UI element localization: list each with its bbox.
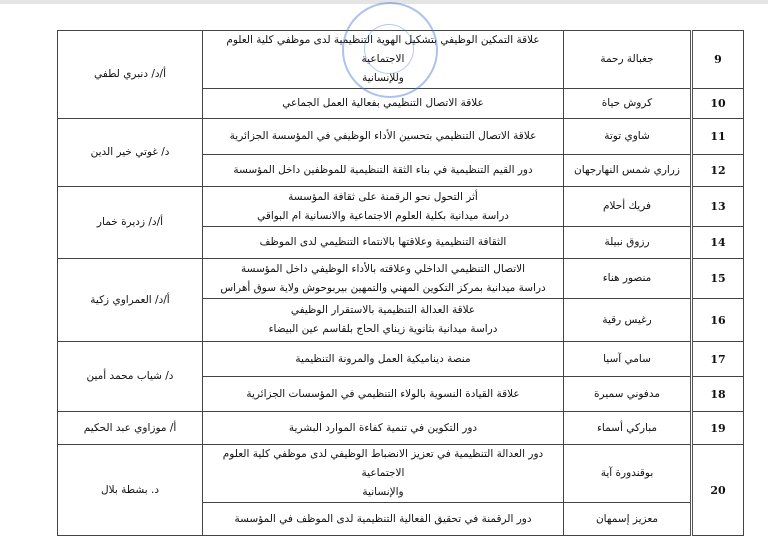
thesis-title: الاتصال التنظيمي الداخلي وعلاقته بالأداء… [202,258,564,299]
title-line: والإنسانية [362,486,404,498]
thesis-title: دور القيم التنظيمية في بناء الثقة التنظي… [202,154,564,187]
supervisor: أ/ موزاوي عبد الحكيم [57,411,203,445]
table-row: 15 منصور هناء الاتصال التنظيمي الداخلي و… [57,258,744,342]
table-row: 9 جغبالة رحمة علاقة التمكين الوظيفي بتشك… [57,30,744,119]
title-line: أثر التحول نحو الرقمنة على ثقافة المؤسسة [288,190,478,203]
supervisor: د/ غوتي خير الدين [57,118,203,187]
student-name: بوقندورة آية [563,444,692,503]
thesis-title: علاقة التمكين الوظيفي بتشكيل الهوية التن… [202,30,564,89]
row-number: 17 [690,341,744,377]
row-number: 11 [690,118,744,155]
supervisor: د/ شياب محمد أمين [57,341,203,412]
student-name: زراري شمس النهارجهان [563,154,692,187]
title-line: دراسة ميدانية بكلية العلوم الاجتماعية وا… [257,209,509,222]
thesis-title: دور الرقمنة في تحقيق الفعالية التنظيمية … [202,502,564,536]
row-number: 13 [690,186,744,227]
student-name: معزيز إسمهان [563,502,692,536]
table-row: 20 بوقندورة آية دور العدالة التنظيمية في… [57,444,744,536]
student-name: مباركي أسماء [563,411,692,445]
title-line: دور العدالة التنظيمية في تعزيز الانضباط … [222,448,544,479]
title-line: دراسة ميدانية بمركز التكوين المهني والتم… [220,281,546,294]
row-number: 9 [690,30,744,89]
student-name: رغيس رقية [563,298,692,342]
student-name: منصور هناء [563,258,692,299]
table-row: 12 زراري شمس النهارجهان دور القيم التنظي… [58,154,744,187]
table-row: 17 سامي آسيا منصة ديناميكية العمل والمرو… [57,341,744,412]
row-number: 20 [690,444,744,536]
supervisor: أ/د/ زديرة خمار [57,186,203,259]
thesis-title: علاقة العدالة التنظيمية بالاستقرار الوظي… [202,298,564,342]
table-row: معزيز إسمهان دور الرقمنة في تحقيق الفعال… [58,502,744,536]
table-row: 14 رزوق نبيلة الثقافة التنظيمية وعلاقتها… [58,226,744,259]
scan-edge [0,0,768,4]
thesis-title: دور التكوين في تنمية كفاءة الموارد البشر… [202,411,564,445]
table-row: 13 فريك أحلام أثر التحول نحو الرقمنة على… [57,186,744,259]
student-name: جغبالة رحمة [563,30,692,89]
title-line: علاقة التمكين الوظيفي بتشكيل الهوية التن… [226,34,540,65]
thesis-title: الثقافة التنظيمية وعلاقتها بالانتماء الت… [202,226,564,259]
student-name: كروش حياة [563,88,692,119]
thesis-title: علاقة القيادة النسوية بالولاء التنظيمي ف… [202,376,564,412]
student-name: مدفوني سميرة [563,376,692,412]
student-name: شاوي توتة [563,118,692,155]
student-name: فريك أحلام [563,186,692,227]
supervisor: أ/د/ دنبري لطفي [57,30,203,119]
row-number: 18 [690,376,744,412]
thesis-title: أثر التحول نحو الرقمنة على ثقافة المؤسسة… [202,186,564,227]
title-line: دراسة ميدانية بثانوية زيناي الحاج بلقاسم… [268,323,498,335]
table-row: 11 شاوي توتة علاقة الاتصال التنظيمي بتحس… [57,118,744,187]
row-number: 19 [690,411,744,445]
row-number: 15 [690,258,744,299]
thesis-title: علاقة الاتصال التنظيمي بتحسين الأداء الو… [202,118,564,155]
table-row: 16 رغيس رقية علاقة العدالة التنظيمية بال… [58,298,744,342]
row-number: 12 [690,154,744,187]
row-number: 10 [690,88,744,119]
student-name: رزوق نبيلة [563,226,692,259]
row-number: 16 [690,298,744,342]
supervisor: أ/د/ العمراوي زكية [57,258,203,342]
table-row: 19 مباركي أسماء دور التكوين في تنمية كفا… [57,411,744,445]
title-line: وللإنسانية [362,72,404,84]
theses-table: 9 جغبالة رحمة علاقة التمكين الوظيفي بتشك… [57,30,744,536]
title-line: الاتصال التنظيمي الداخلي وعلاقته بالأداء… [240,262,526,275]
student-name: سامي آسيا [563,341,692,377]
thesis-title: دور العدالة التنظيمية في تعزيز الانضباط … [202,444,564,503]
title-line: علاقة العدالة التنظيمية بالاستقرار الوظي… [290,304,476,316]
thesis-title: علاقة الاتصال التنظيمي بفعالية العمل الج… [202,88,564,119]
thesis-title: منصة ديناميكية العمل والمرونة التنظيمية [202,341,564,377]
supervisor: د. بشطة بلال [57,444,203,536]
row-number: 14 [690,226,744,259]
